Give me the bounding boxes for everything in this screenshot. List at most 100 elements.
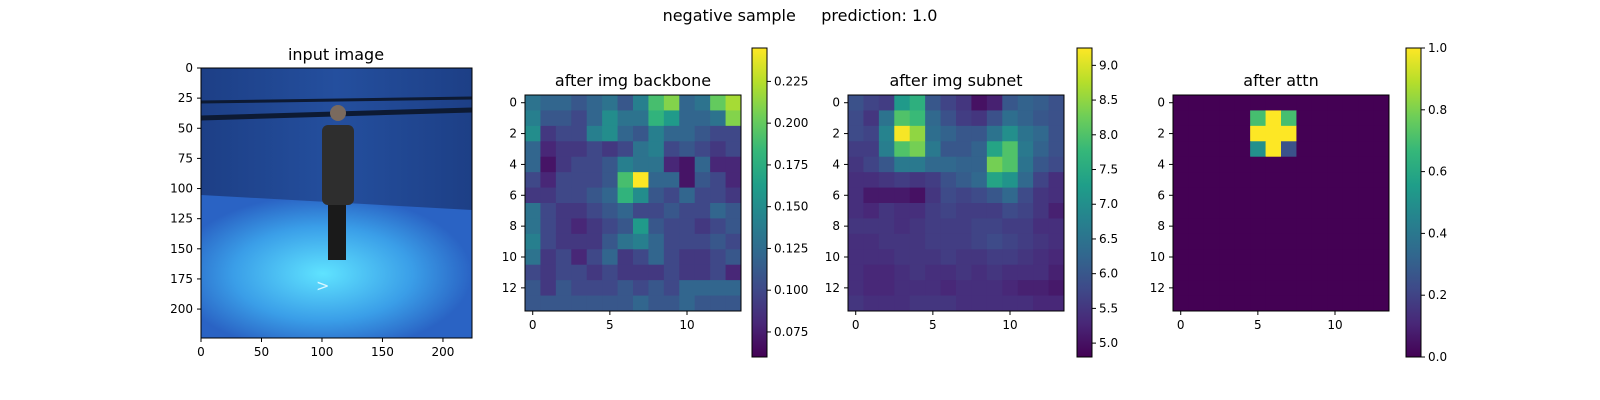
heatmap-cell bbox=[878, 95, 895, 111]
heatmap-cell bbox=[648, 172, 665, 189]
heatmap-cell bbox=[1342, 218, 1359, 235]
heatmap-cell bbox=[1327, 233, 1344, 250]
heatmap-cell bbox=[894, 218, 911, 235]
heatmap-cell bbox=[909, 156, 926, 173]
heatmap-cell bbox=[1188, 233, 1205, 250]
figure-suptitle: negative sample prediction: 1.0 bbox=[662, 6, 938, 25]
heatmap-cell bbox=[1234, 187, 1251, 204]
panel-after-img-subnet: after img subnet 0 5 10 0 2 4 6 8 10 12 5.0 5.5 6.… bbox=[825, 47, 1118, 358]
heatmap-cell bbox=[1017, 233, 1034, 250]
heatmap-cell bbox=[1327, 95, 1344, 111]
heatmap-cell bbox=[602, 264, 619, 281]
heatmap-cell bbox=[1327, 218, 1344, 235]
heatmap-cell bbox=[848, 264, 864, 281]
heatmap-cell bbox=[1188, 95, 1205, 111]
colorbar-tick-label: 9.0 bbox=[1099, 58, 1118, 72]
heatmap-cell bbox=[940, 110, 957, 127]
heatmap-cell bbox=[679, 249, 696, 266]
heatmap-cell bbox=[986, 156, 1003, 173]
heatmap-cell bbox=[725, 141, 742, 158]
heatmap-cell bbox=[863, 95, 880, 111]
heatmap-cell bbox=[1048, 264, 1065, 281]
heatmap-cell bbox=[710, 280, 727, 297]
heatmap-cell bbox=[1358, 156, 1375, 173]
heatmap-cell bbox=[909, 249, 926, 266]
heatmap-cell bbox=[1017, 264, 1034, 281]
heatmap-cell bbox=[1342, 280, 1359, 297]
heatmap-cell bbox=[956, 95, 972, 111]
heatmap-cell bbox=[679, 125, 696, 142]
heatmap-cell bbox=[1358, 141, 1375, 158]
heatmap-cell bbox=[540, 141, 557, 158]
heatmap-cell bbox=[1173, 264, 1189, 281]
heatmap-cell bbox=[1203, 218, 1220, 235]
heatmap-cell bbox=[1048, 295, 1065, 312]
heatmap-cell bbox=[1048, 125, 1065, 142]
heatmap-cell bbox=[1358, 264, 1375, 281]
axes-frame bbox=[1172, 94, 1390, 312]
heatmap-cell bbox=[878, 295, 895, 312]
heatmap-cell bbox=[1296, 218, 1313, 235]
heatmap-cell bbox=[1017, 172, 1034, 189]
heatmap-cell bbox=[894, 110, 911, 127]
heatmap-cell bbox=[1002, 264, 1019, 281]
heatmap-cell bbox=[1234, 125, 1251, 142]
heatmap-cell bbox=[1311, 233, 1328, 250]
heatmap-cell bbox=[986, 187, 1003, 204]
heatmap-cell bbox=[971, 110, 988, 127]
heatmap-cell bbox=[956, 218, 972, 235]
heatmap-cell bbox=[1203, 249, 1220, 266]
heatmap-cell bbox=[1265, 110, 1282, 127]
colorbar-tick-label: 0.150 bbox=[774, 200, 808, 214]
heatmap-cell bbox=[1342, 264, 1359, 281]
heatmap-cell bbox=[1033, 125, 1050, 142]
heatmap-cell bbox=[1002, 233, 1019, 250]
heatmap-cell bbox=[540, 110, 557, 127]
heatmap-cell bbox=[878, 233, 895, 250]
heatmap-cell bbox=[679, 172, 696, 189]
heatmap-cell bbox=[1311, 141, 1328, 158]
heatmap-cell bbox=[863, 295, 880, 312]
heatmap-cell bbox=[1311, 249, 1328, 266]
heatmap-cell bbox=[586, 280, 603, 297]
heatmap-cell bbox=[1173, 233, 1189, 250]
heatmap-cell bbox=[1203, 203, 1220, 219]
axes-frame bbox=[200, 67, 473, 339]
heatmap-cell bbox=[525, 187, 541, 204]
heatmap-cell bbox=[1173, 172, 1189, 189]
heatmap-cell bbox=[1358, 95, 1375, 111]
heatmap-cell bbox=[925, 95, 942, 111]
heatmap-cell bbox=[617, 110, 634, 127]
heatmap-cell bbox=[679, 295, 696, 312]
heatmap-cell bbox=[525, 203, 541, 219]
heatmap-cell bbox=[571, 264, 588, 281]
heatmap-cell bbox=[555, 141, 572, 158]
heatmap-cell bbox=[586, 110, 603, 127]
input-photo: > bbox=[200, 68, 473, 338]
heatmap-cell bbox=[571, 95, 588, 111]
heatmap-cell bbox=[1250, 95, 1267, 111]
heatmap-cell bbox=[956, 172, 972, 189]
heatmap-cell bbox=[617, 172, 634, 189]
heatmap-cell bbox=[986, 295, 1003, 312]
heatmap-cell bbox=[694, 218, 711, 235]
heatmap-cell bbox=[694, 95, 711, 111]
y-tick-label: 0 bbox=[509, 96, 517, 110]
heatmap-cell bbox=[956, 295, 972, 312]
heatmap-cell bbox=[1296, 249, 1313, 266]
heatmap-cell bbox=[1033, 295, 1050, 312]
heatmap-cell bbox=[679, 187, 696, 204]
heatmap-cell bbox=[710, 203, 727, 219]
heatmap-cell bbox=[571, 295, 588, 312]
heatmap-cell bbox=[1188, 187, 1205, 204]
heatmap-cell bbox=[1327, 172, 1344, 189]
heatmap-cell bbox=[1311, 172, 1328, 189]
heatmap-cell bbox=[1281, 233, 1297, 250]
colorbar-tick-label: 0.225 bbox=[774, 74, 808, 88]
heatmap-cell bbox=[1173, 203, 1189, 219]
heatmap-cell bbox=[1048, 95, 1065, 111]
heatmap-cell bbox=[710, 125, 727, 142]
heatmap-cell bbox=[1219, 125, 1236, 142]
heatmap-cell bbox=[586, 156, 603, 173]
